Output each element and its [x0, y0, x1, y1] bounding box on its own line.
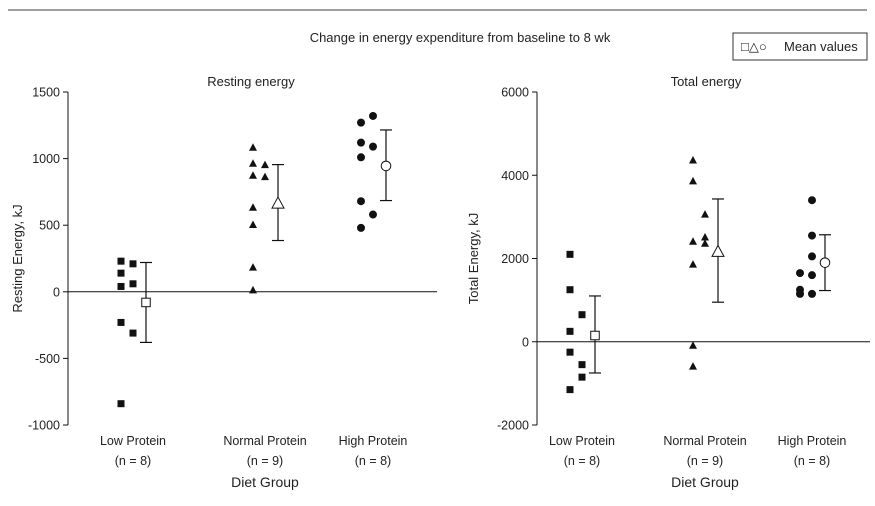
data-point	[117, 257, 125, 265]
mean-marker	[819, 257, 831, 268]
data-point	[808, 271, 816, 280]
y-tick-label: -500	[35, 352, 60, 366]
data-point	[357, 153, 365, 162]
data-point	[249, 171, 257, 179]
x-category-label: Normal Protein	[663, 434, 746, 448]
x-category-n-label: (n = 9)	[687, 454, 723, 468]
data-point	[261, 160, 269, 169]
data-point	[129, 280, 137, 288]
data-point	[689, 176, 697, 185]
data-point	[369, 111, 377, 120]
x-category-label: High Protein	[778, 434, 847, 448]
data-point	[701, 210, 709, 218]
x-category-label: Normal Protein	[223, 434, 306, 448]
legend-box	[732, 32, 868, 61]
data-point	[808, 252, 816, 261]
data-point	[249, 159, 257, 167]
data-point	[249, 285, 257, 294]
data-point	[808, 196, 816, 205]
x-category-label: High Protein	[339, 434, 408, 448]
series-square-group	[566, 250, 601, 394]
y-tick-label: 0	[53, 285, 60, 299]
data-point	[808, 289, 816, 298]
mean-marker	[711, 244, 725, 257]
data-point	[249, 263, 257, 271]
x-category-n-label: (n = 9)	[247, 454, 283, 468]
data-point	[578, 361, 586, 369]
x-axis-label: Diet Group	[671, 474, 739, 490]
data-point	[129, 329, 137, 337]
y-axis-label: Total Energy, kJ	[466, 213, 481, 305]
x-category-n-label: (n = 8)	[115, 454, 151, 468]
series-triangle-group	[689, 156, 725, 370]
data-point	[796, 289, 804, 298]
legend-symbols: □△○	[741, 39, 767, 54]
data-point	[689, 362, 697, 370]
data-point	[689, 341, 697, 349]
resting-energy-plot: Resting energy -1000 -500 0 500 1000 1500 Resti…	[10, 74, 437, 490]
legend-label: Mean values	[784, 39, 858, 54]
x-category-label: Low Protein	[100, 434, 166, 448]
y-tick-label: -1000	[28, 419, 60, 433]
x-axis-label: Diet Group	[231, 474, 299, 490]
data-point	[808, 231, 816, 240]
data-point	[689, 237, 697, 245]
data-point	[578, 373, 586, 381]
data-point	[578, 311, 586, 319]
data-point	[117, 282, 125, 290]
data-point	[689, 156, 697, 164]
series-circle-group	[796, 196, 831, 298]
x-category-n-label: (n = 8)	[564, 454, 600, 468]
data-point	[796, 269, 804, 278]
data-point	[117, 400, 125, 408]
data-point	[117, 318, 125, 326]
mean-marker	[271, 196, 285, 209]
data-point	[357, 118, 365, 127]
series-circle-group	[357, 111, 392, 232]
chart-title: Resting energy	[207, 74, 295, 89]
data-point	[566, 286, 574, 294]
y-tick-label: 0	[522, 335, 529, 349]
data-point	[249, 203, 257, 211]
data-point	[566, 327, 574, 335]
y-tick-label: 1500	[32, 86, 60, 100]
data-point	[369, 210, 377, 219]
data-point	[701, 233, 709, 241]
series-square-group	[117, 257, 152, 408]
series-triangle-group	[249, 143, 285, 294]
total-energy-plot: Total energy -2000 0 2000 4000 6000 Total Ener…	[466, 74, 870, 490]
x-category-n-label: (n = 8)	[794, 454, 830, 468]
mean-marker	[380, 160, 392, 172]
data-point	[357, 223, 365, 232]
chart-title: Total energy	[671, 74, 742, 89]
data-point	[566, 348, 574, 356]
mean-marker	[590, 330, 600, 341]
x-category-label: Low Protein	[549, 434, 615, 448]
y-tick-label: 500	[39, 219, 60, 233]
y-tick-label: -2000	[497, 419, 529, 433]
data-point	[369, 142, 377, 151]
data-point	[261, 172, 269, 181]
data-point	[129, 260, 137, 268]
data-point	[357, 138, 365, 147]
data-point	[249, 143, 257, 151]
y-axis-label: Resting Energy, kJ	[10, 204, 25, 312]
data-point	[566, 250, 574, 258]
y-tick-label: 4000	[501, 169, 529, 183]
mean-marker	[141, 297, 151, 308]
data-point	[249, 220, 257, 229]
y-tick-label: 1000	[32, 152, 60, 166]
figure-title: Change in energy expenditure from baseli…	[310, 30, 611, 45]
data-point	[701, 239, 709, 247]
data-point	[357, 197, 365, 206]
y-tick-label: 6000	[501, 86, 529, 100]
y-tick-label: 2000	[501, 252, 529, 266]
data-point	[689, 260, 697, 268]
data-point	[566, 386, 574, 394]
x-category-n-label: (n = 8)	[355, 454, 391, 468]
legend: □△○ Mean values	[732, 32, 868, 61]
data-point	[117, 269, 125, 277]
